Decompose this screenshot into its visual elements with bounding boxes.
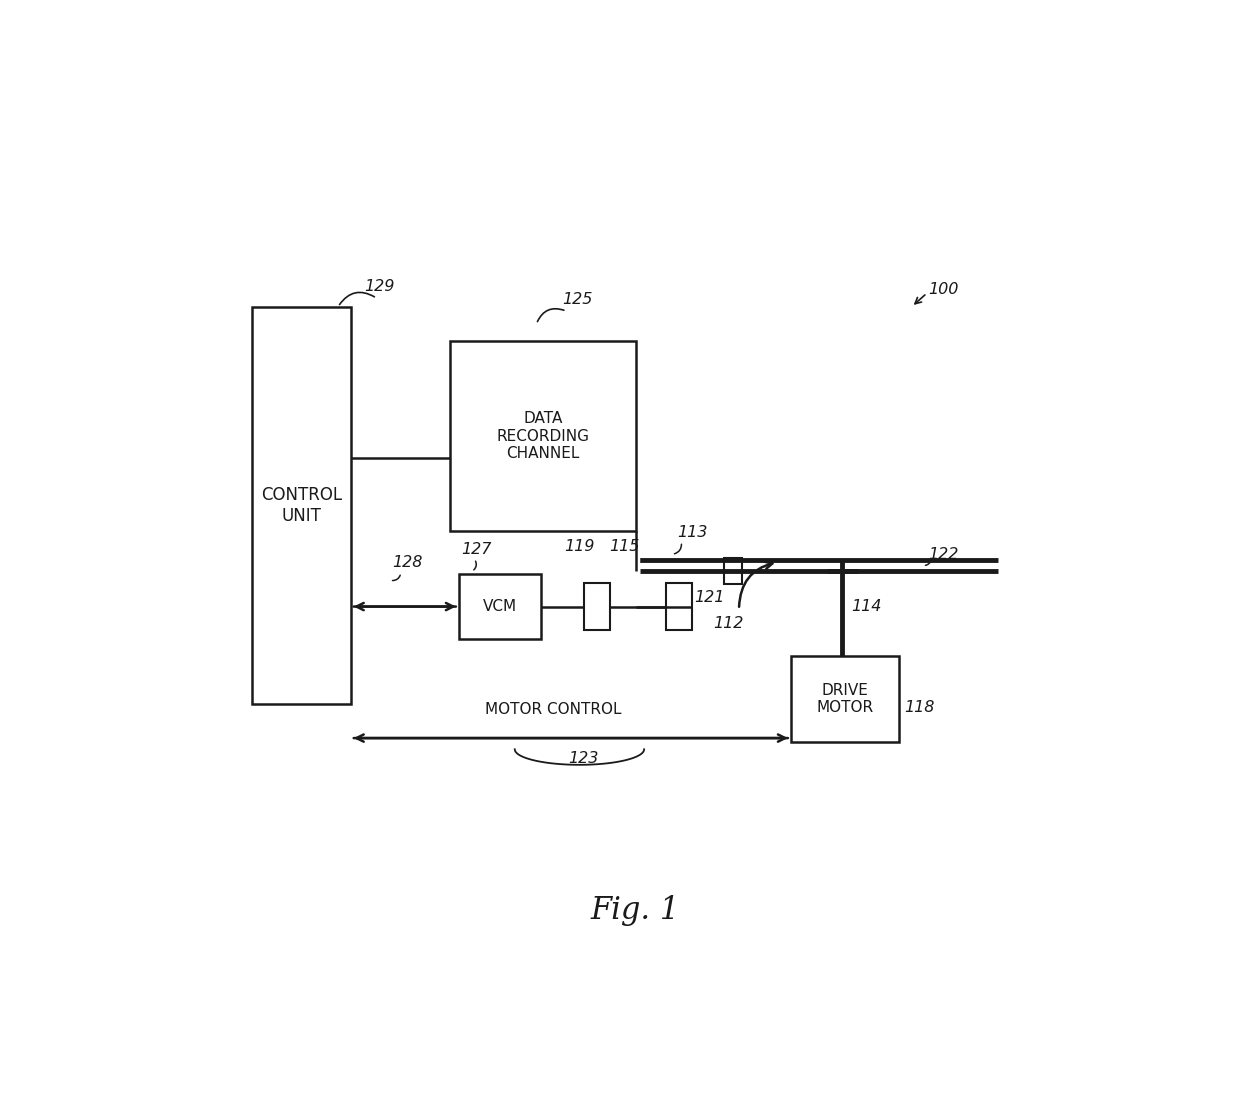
FancyBboxPatch shape [724,558,742,584]
Text: 118: 118 [904,700,935,716]
Text: VCM: VCM [482,599,517,614]
Text: 100: 100 [929,282,959,297]
Text: 113: 113 [677,525,707,540]
Text: DATA
RECORDING
CHANNEL: DATA RECORDING CHANNEL [496,411,589,461]
Text: 112: 112 [713,616,744,631]
Text: 121: 121 [694,590,724,605]
Text: 114: 114 [851,599,882,615]
Text: 122: 122 [929,547,959,562]
Text: 128: 128 [392,554,423,570]
Text: 115: 115 [609,540,640,554]
Text: 129: 129 [363,279,394,293]
FancyBboxPatch shape [252,307,351,703]
Text: 125: 125 [562,292,593,307]
Text: 127: 127 [461,542,492,557]
FancyBboxPatch shape [791,656,899,743]
Text: Fig. 1: Fig. 1 [591,895,680,926]
FancyBboxPatch shape [666,582,692,631]
FancyBboxPatch shape [450,342,635,531]
Text: DRIVE
MOTOR: DRIVE MOTOR [816,683,873,716]
FancyBboxPatch shape [459,575,541,638]
Text: CONTROL
UNIT: CONTROL UNIT [260,486,342,524]
FancyBboxPatch shape [584,582,610,631]
Text: 119: 119 [564,540,595,554]
Text: 123: 123 [569,752,599,766]
Text: MOTOR CONTROL: MOTOR CONTROL [485,701,621,717]
